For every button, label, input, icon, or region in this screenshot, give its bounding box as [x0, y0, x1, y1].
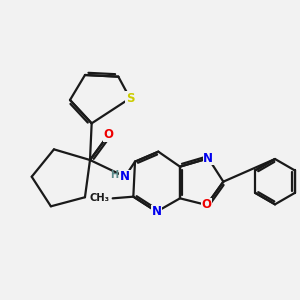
Text: O: O	[103, 128, 113, 142]
Text: N: N	[120, 170, 130, 183]
Text: N: N	[203, 152, 213, 165]
Text: O: O	[202, 199, 212, 212]
Text: H: H	[110, 170, 118, 180]
Text: CH₃: CH₃	[89, 193, 109, 203]
Text: N: N	[152, 205, 162, 218]
Text: S: S	[126, 92, 134, 105]
